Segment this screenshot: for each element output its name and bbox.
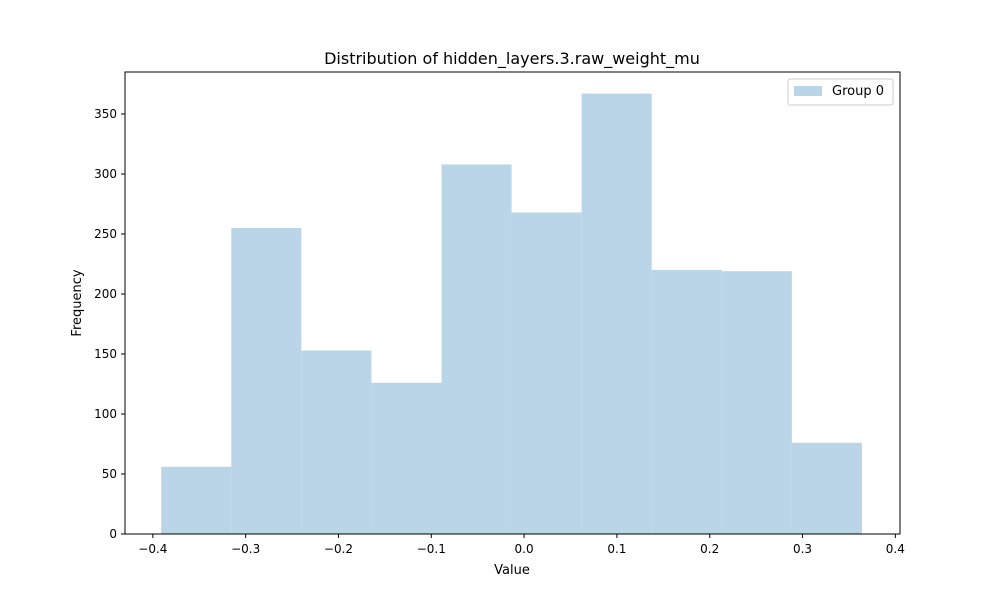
legend: Group 0: [787, 78, 894, 106]
x-tick-label: 0.4: [886, 542, 905, 556]
x-tick-label: 0.1: [607, 542, 626, 556]
x-tick-label: 0.0: [515, 542, 534, 556]
x-tick-label: −0.2: [324, 542, 353, 556]
x-tick-label: −0.3: [231, 542, 260, 556]
histogram-bar: [301, 350, 372, 534]
legend-box: [787, 78, 894, 106]
plot-frame: [124, 71, 901, 535]
x-axis-ticks: −0.4 −0.3 −0.2 −0.1 0.0 0.1 0.2 0.3 0.4: [138, 534, 905, 556]
histogram-bar: [581, 93, 652, 534]
x-axis-label: Value: [494, 563, 530, 578]
y-tick-label: 300: [94, 167, 117, 181]
histogram-bar: [721, 271, 792, 534]
x-tick-label: −0.4: [138, 542, 167, 556]
legend-label: Group 0: [832, 84, 884, 99]
y-tick-label: 150: [94, 347, 117, 361]
histogram-bar: [791, 442, 862, 534]
y-axis-ticks: 0 50 100 150 200 250 300 350: [94, 107, 125, 541]
legend-swatch: [794, 86, 822, 96]
y-tick-label: 50: [102, 467, 117, 481]
histogram-bar: [371, 382, 442, 534]
x-tick-label: 0.2: [700, 542, 719, 556]
y-tick-label: 200: [94, 287, 117, 301]
y-tick-label: 350: [94, 107, 117, 121]
histogram-bar: [161, 466, 232, 534]
bars: [161, 93, 862, 534]
x-tick-label: 0.3: [793, 542, 812, 556]
histogram-bar: [651, 270, 722, 534]
chart-title: Distribution of hidden_layers.3.raw_weig…: [324, 49, 700, 69]
y-axis-label: Frequency: [70, 269, 85, 336]
x-tick-label: −0.1: [417, 542, 446, 556]
histogram-bar: [511, 212, 582, 534]
y-tick-label: 100: [94, 407, 117, 421]
histogram-bar: [231, 228, 302, 534]
y-tick-label: 250: [94, 227, 117, 241]
histogram-bar: [441, 164, 512, 534]
y-tick-label: 0: [109, 527, 117, 541]
